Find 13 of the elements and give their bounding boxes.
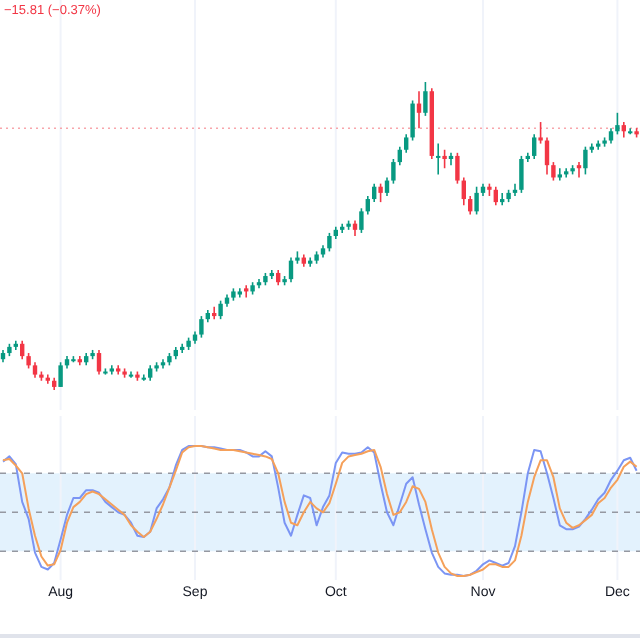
candlestick [378, 182, 383, 203]
candlestick [58, 361, 63, 388]
candlestick [615, 112, 620, 136]
candlestick [327, 232, 332, 253]
candlestick [583, 145, 588, 176]
candlestick [199, 315, 204, 339]
candlestick [474, 185, 479, 216]
candlestick [96, 349, 102, 376]
candlestick [442, 148, 447, 170]
candlestick [519, 155, 524, 194]
candlestick [532, 133, 537, 160]
candlestick [218, 299, 223, 320]
candlestick [423, 81, 428, 117]
